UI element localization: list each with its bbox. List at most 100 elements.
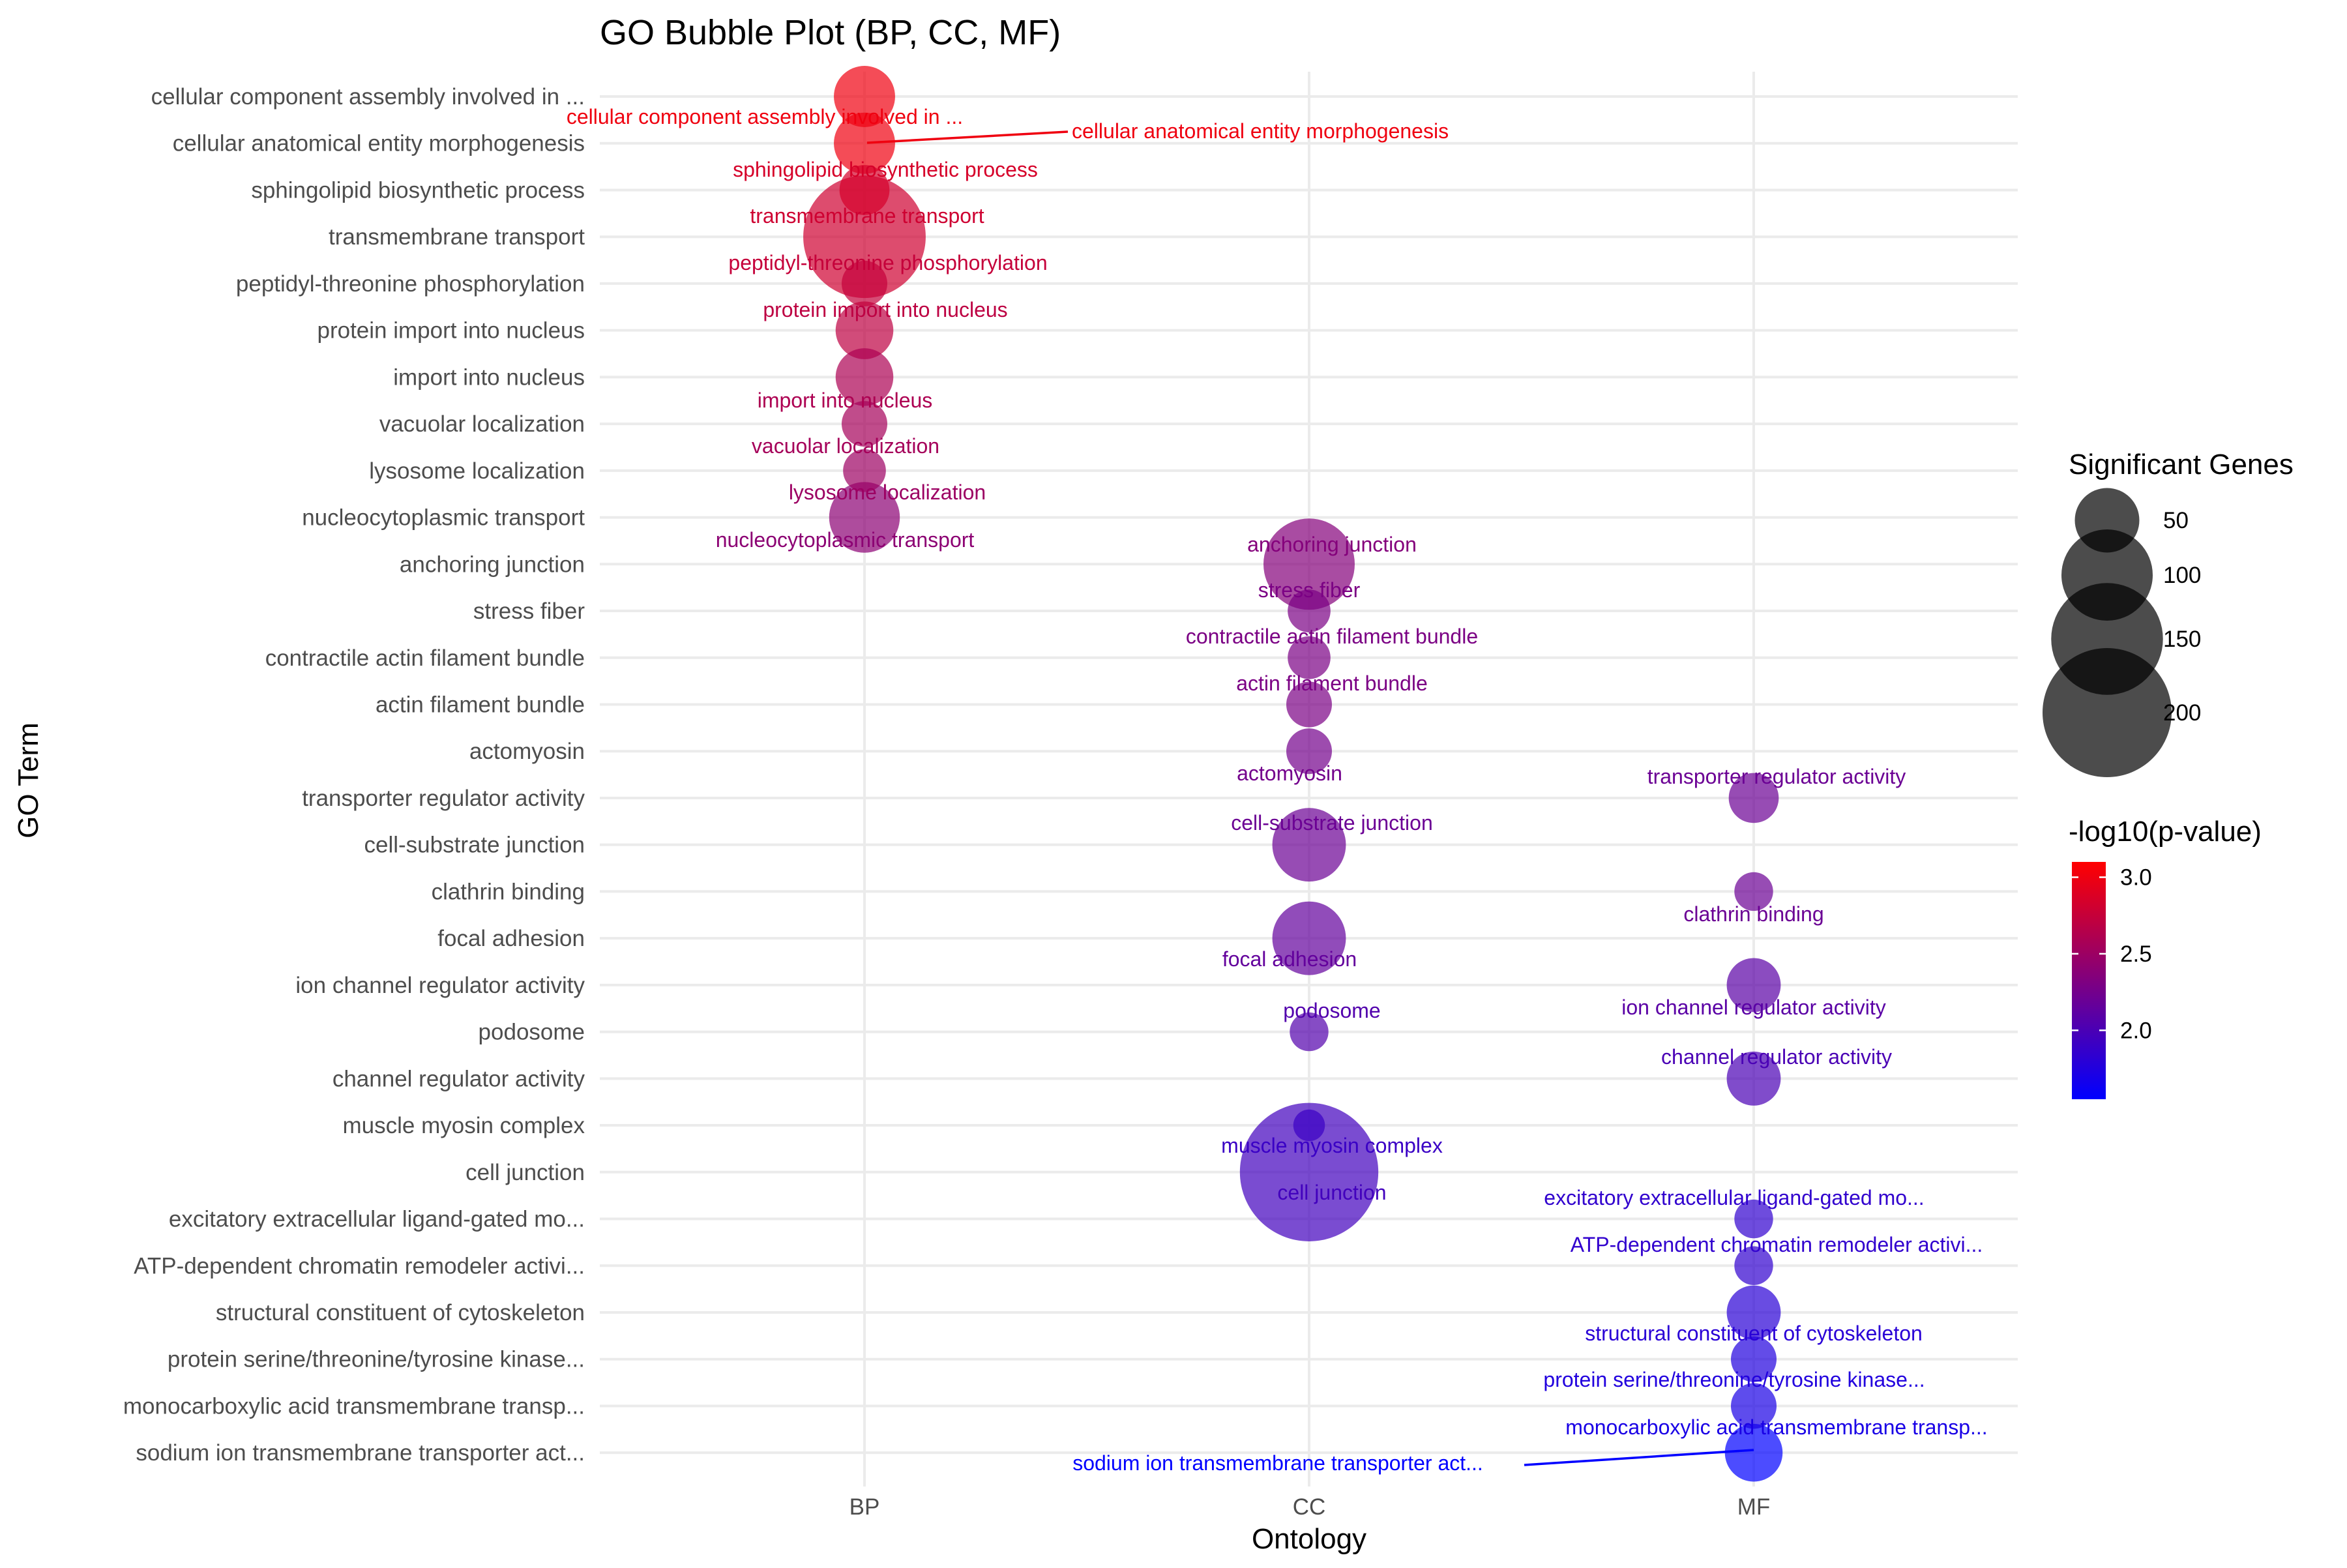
bubble-cell-substrate-junction bbox=[1272, 808, 1346, 882]
y-tick-label: cellular anatomical entity morphogenesis bbox=[173, 131, 585, 156]
bubble-import-into-nucleus bbox=[835, 348, 894, 406]
y-tick-label: actomyosin bbox=[469, 739, 585, 764]
bubble-vacuolar-localization bbox=[842, 401, 887, 447]
y-tick-label: ion channel regulator activity bbox=[295, 973, 585, 998]
point-label: actomyosin bbox=[1237, 762, 1342, 785]
point-label: transmembrane transport bbox=[750, 204, 984, 228]
bubble-podosome bbox=[1290, 1012, 1329, 1052]
bubble-lysosome-localization bbox=[843, 449, 886, 492]
point-label: cell junction bbox=[1277, 1181, 1386, 1204]
color-legend-bar bbox=[2072, 862, 2106, 1099]
bubble-actin-filament-bundle bbox=[1286, 681, 1332, 728]
bubble-atp-dependent-chromatin-remodeler-activi bbox=[1734, 1246, 1773, 1285]
x-axis-tick-labels: BP CC MF bbox=[849, 1494, 1771, 1520]
leader-line bbox=[1524, 1449, 1754, 1466]
size-legend-label: 100 bbox=[2163, 563, 2201, 588]
point-label: stress fiber bbox=[1258, 578, 1361, 602]
point-label: clathrin binding bbox=[1683, 902, 1823, 926]
color-legend-label: 2.5 bbox=[2120, 941, 2152, 967]
bubble-peptidyl-threonine-phosphorylation bbox=[842, 260, 887, 306]
point-label: excitatory extracellular ligand-gated mo… bbox=[1544, 1186, 1924, 1209]
bubble-sodium-ion-transmembrane-transporter-act bbox=[1724, 1423, 1783, 1482]
point-label: import into nucleus bbox=[758, 389, 933, 412]
y-tick-label: cell-substrate junction bbox=[364, 833, 585, 858]
y-tick-label: cell junction bbox=[465, 1160, 585, 1185]
size-legend-items: 50 100 150 200 bbox=[2043, 488, 2201, 777]
y-tick-label: stress fiber bbox=[473, 599, 585, 624]
bubble-anchoring-junction bbox=[1263, 518, 1355, 610]
x-tick-label: BP bbox=[849, 1494, 880, 1520]
y-tick-label: peptidyl-threonine phosphorylation bbox=[236, 271, 585, 297]
color-legend-label: 3.0 bbox=[2120, 865, 2152, 890]
point-label: sphingolipid biosynthetic process bbox=[733, 158, 1038, 181]
bubble-protein-import-into-nucleus bbox=[835, 301, 894, 359]
y-tick-label: podosome bbox=[479, 1020, 585, 1045]
y-tick-label: actin filament bundle bbox=[376, 692, 585, 717]
y-tick-label: focal adhesion bbox=[437, 926, 585, 951]
size-legend-label: 150 bbox=[2163, 627, 2201, 652]
point-label: nucleocytoplasmic transport bbox=[716, 528, 975, 552]
y-tick-label: anchoring junction bbox=[400, 552, 585, 577]
point-label: structural constituent of cytoskeleton bbox=[1585, 1322, 1923, 1345]
point-label: protein serine/threonine/tyrosine kinase… bbox=[1543, 1368, 1925, 1391]
size-legend: Significant Genes 50 100 150 200 bbox=[2043, 449, 2294, 777]
bubble-transporter-regulator-activity bbox=[1728, 773, 1779, 823]
chart-title: GO Bubble Plot (BP, CC, MF) bbox=[600, 13, 1061, 52]
y-tick-label: sphingolipid biosynthetic process bbox=[251, 177, 585, 203]
point-label: cell-substrate junction bbox=[1231, 811, 1432, 835]
y-tick-label: vacuolar localization bbox=[379, 411, 585, 437]
y-tick-label: protein serine/threonine/tyrosine kinase… bbox=[168, 1347, 585, 1372]
y-tick-label: clathrin binding bbox=[432, 879, 585, 904]
color-legend-items: 2.0 2.5 3.0 bbox=[2072, 862, 2152, 1099]
bubble-clathrin-binding bbox=[1734, 872, 1773, 911]
point-label: ATP-dependent chromatin remodeler activi… bbox=[1571, 1233, 1983, 1256]
bubble-protein-serine-threonine-tyrosine-kinase bbox=[1731, 1336, 1777, 1382]
color-legend-title: -log10(p-value) bbox=[2069, 816, 2262, 848]
size-legend-label: 200 bbox=[2163, 700, 2201, 726]
y-axis-title: GO Term bbox=[12, 722, 44, 838]
color-legend-label: 2.0 bbox=[2120, 1018, 2152, 1043]
bubble-cellular-component-assembly-involved-in bbox=[834, 66, 895, 127]
y-tick-label: nucleocytoplasmic transport bbox=[302, 505, 585, 531]
point-label: ion channel regulator activity bbox=[1621, 996, 1886, 1019]
bubble-actomyosin bbox=[1286, 728, 1332, 775]
bubble-ion-channel-regulator-activity bbox=[1726, 958, 1781, 1013]
bubble-channel-regulator-activity bbox=[1726, 1051, 1781, 1106]
y-tick-label: structural constituent of cytoskeleton bbox=[216, 1300, 585, 1325]
point-label: podosome bbox=[1283, 999, 1380, 1022]
bubble-nucleocytoplasmic-transport bbox=[829, 482, 900, 553]
point-label: monocarboxylic acid transmembrane transp… bbox=[1565, 1415, 1987, 1439]
point-label: transporter regulator activity bbox=[1647, 765, 1906, 788]
y-axis-tick-labels: cellular component assembly involved in … bbox=[123, 84, 585, 1466]
bubble-sphingolipid-biosynthetic-process bbox=[839, 165, 890, 215]
bubble-points bbox=[803, 66, 1783, 1482]
size-legend-title: Significant Genes bbox=[2069, 449, 2294, 481]
y-tick-label: transporter regulator activity bbox=[302, 786, 585, 811]
y-tick-label: import into nucleus bbox=[393, 364, 585, 390]
point-label: contractile actin filament bundle bbox=[1186, 625, 1478, 648]
point-label: sodium ion transmembrane transporter act… bbox=[1072, 1451, 1483, 1475]
size-legend-key bbox=[2043, 648, 2172, 777]
point-label: protein import into nucleus bbox=[763, 298, 1007, 321]
bubble-monocarboxylic-acid-transmembrane-transp bbox=[1731, 1383, 1777, 1429]
point-label: anchoring junction bbox=[1247, 533, 1417, 556]
bubble-focal-adhesion bbox=[1272, 901, 1346, 975]
point-label: muscle myosin complex bbox=[1221, 1134, 1443, 1157]
y-tick-label: contractile actin filament bundle bbox=[265, 645, 585, 671]
bubble-contractile-actin-filament-bundle bbox=[1288, 636, 1331, 679]
bubble-muscle-myosin-complex bbox=[1293, 1109, 1325, 1142]
x-tick-label: CC bbox=[1293, 1494, 1326, 1520]
leader-line bbox=[866, 130, 1069, 144]
y-tick-label: ATP-dependent chromatin remodeler activi… bbox=[134, 1253, 585, 1279]
bubble-excitatory-extracellular-ligand-gated-mo bbox=[1734, 1199, 1773, 1239]
bubble-structural-constituent-of-cytoskeleton bbox=[1726, 1285, 1781, 1340]
x-tick-label: MF bbox=[1737, 1494, 1771, 1520]
y-tick-label: protein import into nucleus bbox=[317, 318, 585, 344]
y-tick-label: cellular component assembly involved in … bbox=[151, 84, 585, 110]
bubble-cell-junction bbox=[1239, 1102, 1379, 1241]
point-label: cellular anatomical entity morphogenesis bbox=[1072, 119, 1449, 143]
y-tick-label: muscle myosin complex bbox=[343, 1113, 585, 1138]
point-label: cellular component assembly involved in … bbox=[567, 105, 963, 128]
